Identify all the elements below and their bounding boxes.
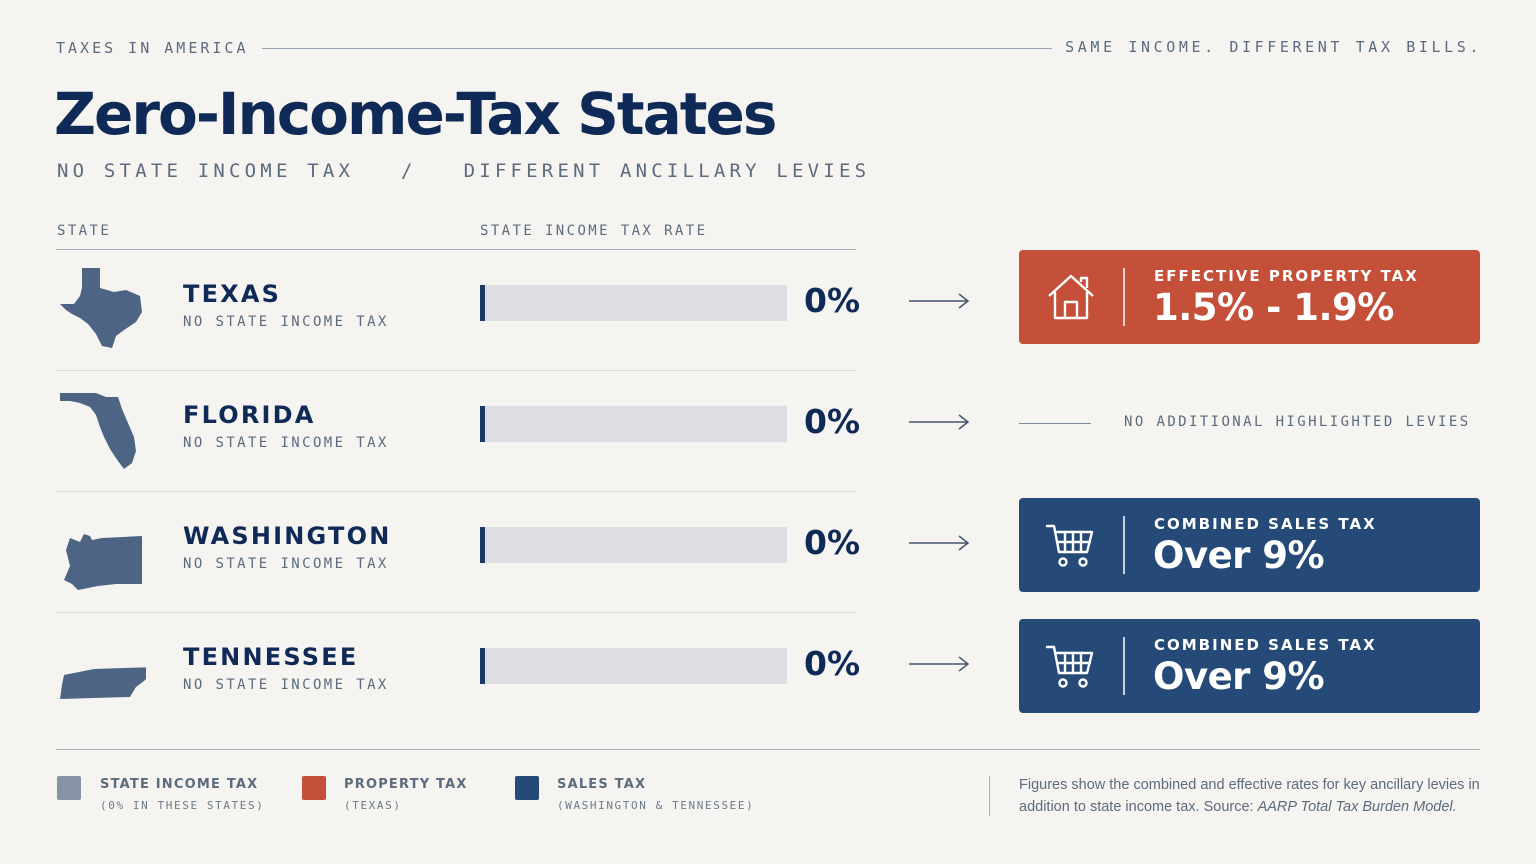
florida-shape-icon (60, 393, 136, 469)
page-title: Zero-Income-Tax States (54, 80, 777, 148)
rate-bar (480, 406, 485, 442)
card-divider (1123, 637, 1125, 695)
no-levy-rule (1019, 423, 1091, 424)
legend-swatch-sales (515, 776, 539, 800)
rate-bar-track (480, 648, 787, 684)
state-row-tennessee: TENNESSEE NO STATE INCOME TAX 0% (56, 613, 970, 734)
state-name: TEXAS (183, 280, 282, 308)
footnote-source: AARP Total Tax Burden Model. (1257, 799, 1457, 815)
kicker: TAXES IN AMERICA (56, 39, 249, 57)
arrow-right-icon (909, 535, 970, 551)
cart-icon (1045, 645, 1094, 688)
card-label: EFFECTIVE PROPERTY TAX (1154, 267, 1419, 285)
row-divider (56, 612, 856, 613)
legend-swatch-property (302, 776, 326, 800)
washington-shape-icon (64, 534, 142, 590)
header-rule (56, 249, 856, 250)
legend-sublabel: (0% IN THESE STATES) (100, 799, 265, 812)
sales-tax-card-washington: COMBINED SALES TAX Over 9% (1019, 498, 1480, 592)
footer-divider (989, 776, 990, 816)
card-label: COMBINED SALES TAX (1154, 515, 1377, 533)
house-icon (1048, 274, 1094, 320)
state-subtitle: NO STATE INCOME TAX (183, 435, 389, 451)
footnote-text: Figures show the combined and effective … (1019, 777, 1480, 815)
rate-bar (480, 285, 485, 321)
rate-label: 0% (804, 402, 861, 441)
state-subtitle: NO STATE INCOME TAX (183, 314, 389, 330)
legend-sublabel: (TEXAS) (344, 799, 402, 812)
state-name: TENNESSEE (183, 643, 359, 671)
subtitle: NO STATE INCOME TAX / DIFFERENT ANCILLAR… (57, 160, 871, 182)
state-name: WASHINGTON (183, 522, 392, 550)
texas-shape-icon (60, 268, 142, 348)
rate-bar (480, 648, 485, 684)
property-tax-card: EFFECTIVE PROPERTY TAX 1.5% - 1.9% (1019, 250, 1480, 344)
card-value: Over 9% (1153, 655, 1325, 698)
tennessee-shape-icon (60, 667, 146, 699)
footnote: Figures show the combined and effective … (1019, 774, 1489, 818)
legend-sublabel: (WASHINGTON & TENNESSEE) (557, 799, 755, 812)
kicker-rule (262, 48, 1052, 49)
card-value: Over 9% (1153, 534, 1325, 577)
rate-bar-track (480, 285, 787, 321)
rate-bar (480, 527, 485, 563)
row-divider (56, 370, 856, 371)
arrow-right-icon (909, 414, 970, 430)
rate-bar-track (480, 406, 787, 442)
state-name: FLORIDA (183, 401, 316, 429)
legend-label: STATE INCOME TAX (100, 777, 259, 792)
card-label: COMBINED SALES TAX (1154, 636, 1377, 654)
rate-label: 0% (804, 523, 861, 562)
arrow-right-icon (909, 293, 970, 309)
footer-rule (56, 749, 1480, 750)
column-header-state: STATE (57, 223, 112, 239)
sales-tax-card-tennessee: COMBINED SALES TAX Over 9% (1019, 619, 1480, 713)
rate-label: 0% (804, 644, 861, 683)
legend-label: PROPERTY TAX (344, 777, 468, 792)
rate-bar-track (480, 527, 787, 563)
tagline: SAME INCOME. DIFFERENT TAX BILLS. (1065, 38, 1482, 56)
arrow-right-icon (909, 656, 970, 672)
state-row-washington: WASHINGTON NO STATE INCOME TAX 0% (56, 492, 970, 613)
column-header-rate: STATE INCOME TAX RATE (480, 223, 708, 239)
rate-label: 0% (804, 281, 861, 320)
card-value: 1.5% - 1.9% (1153, 286, 1394, 329)
card-divider (1123, 516, 1125, 574)
no-levy-text: NO ADDITIONAL HIGHLIGHTED LEVIES (1124, 414, 1471, 430)
cart-icon (1045, 524, 1094, 567)
legend-label: SALES TAX (557, 777, 647, 792)
row-divider (56, 491, 856, 492)
state-row-texas: TEXAS NO STATE INCOME TAX 0% (56, 250, 970, 371)
legend-swatch-income (57, 776, 81, 800)
state-subtitle: NO STATE INCOME TAX (183, 556, 389, 572)
state-row-florida: FLORIDA NO STATE INCOME TAX 0% (56, 371, 970, 492)
state-subtitle: NO STATE INCOME TAX (183, 677, 389, 693)
card-divider (1123, 268, 1125, 326)
